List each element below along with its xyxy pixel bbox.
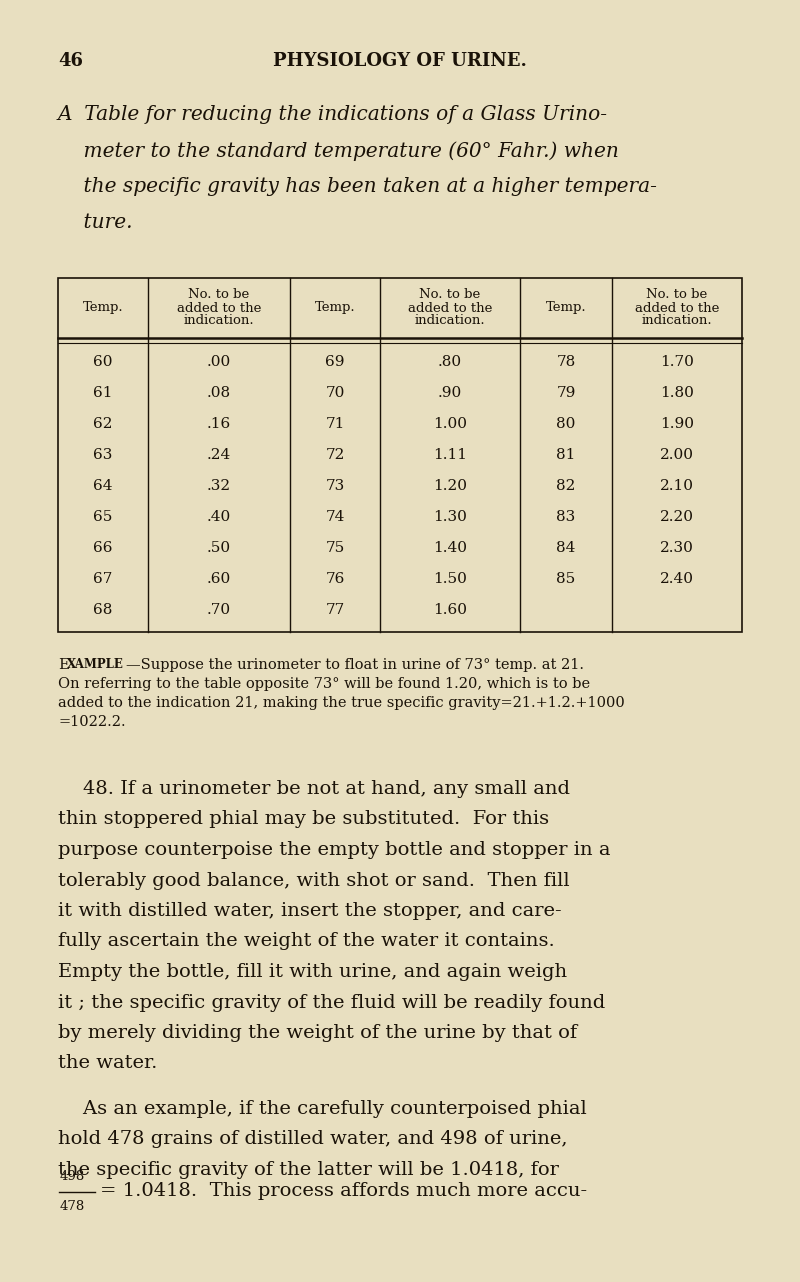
Text: 1.50: 1.50 [433,572,467,586]
Text: .00: .00 [207,355,231,368]
Text: .60: .60 [207,572,231,586]
Text: indication.: indication. [414,314,486,327]
Text: 1.40: 1.40 [433,541,467,555]
Text: .16: .16 [207,417,231,431]
Text: .24: .24 [207,447,231,462]
Text: On referring to the table opposite 73° will be found 1.20, which is to be: On referring to the table opposite 73° w… [58,677,590,691]
Text: 82: 82 [556,479,576,494]
Text: fully ascertain the weight of the water it contains.: fully ascertain the weight of the water … [58,932,554,950]
Text: 498: 498 [60,1169,86,1182]
Text: 71: 71 [326,417,345,431]
Text: Temp.: Temp. [546,301,586,314]
Text: .08: .08 [207,386,231,400]
Text: 70: 70 [326,386,345,400]
Text: .80: .80 [438,355,462,368]
Text: 83: 83 [556,510,576,524]
Text: 72: 72 [326,447,345,462]
Text: 78: 78 [556,355,576,368]
Text: 1.60: 1.60 [433,604,467,618]
Text: XAMPLE: XAMPLE [67,658,124,670]
Text: ture.: ture. [58,213,133,232]
Text: 65: 65 [94,510,113,524]
Text: added to the: added to the [635,301,719,314]
Text: 1.11: 1.11 [433,447,467,462]
Text: 85: 85 [556,572,576,586]
Text: 66: 66 [94,541,113,555]
Text: 69: 69 [326,355,345,368]
Text: 2.20: 2.20 [660,510,694,524]
Text: 2.10: 2.10 [660,479,694,494]
Text: As an example, if the carefully counterpoised phial: As an example, if the carefully counterp… [58,1100,586,1118]
Text: 81: 81 [556,447,576,462]
Text: 48. If a urinometer be not at hand, any small and: 48. If a urinometer be not at hand, any … [58,779,570,797]
Text: 76: 76 [326,572,345,586]
Text: E: E [58,658,69,672]
Text: No. to be: No. to be [188,288,250,301]
Text: thin stoppered phial may be substituted.  For this: thin stoppered phial may be substituted.… [58,810,549,828]
Text: .40: .40 [207,510,231,524]
Text: 74: 74 [326,510,345,524]
Text: .32: .32 [207,479,231,494]
Text: added to the: added to the [177,301,261,314]
Text: it with distilled water, insert the stopper, and care-: it with distilled water, insert the stop… [58,903,562,920]
Text: Empty the bottle, fill it with urine, and again weigh: Empty the bottle, fill it with urine, an… [58,963,567,981]
Text: meter to the standard temperature (60° Fahr.) when: meter to the standard temperature (60° F… [58,141,619,160]
Text: .50: .50 [207,541,231,555]
Text: by merely dividing the weight of the urine by that of: by merely dividing the weight of the uri… [58,1024,577,1042]
Text: 2.30: 2.30 [660,541,694,555]
Text: —Suppose the urinometer to float in urine of 73° temp. at 21.: —Suppose the urinometer to float in urin… [126,658,584,672]
Text: 75: 75 [326,541,345,555]
Text: it ; the specific gravity of the fluid will be readily found: it ; the specific gravity of the fluid w… [58,994,606,1011]
Text: 67: 67 [94,572,113,586]
Bar [58,278,742,632]
Text: No. to be: No. to be [646,288,708,301]
Text: indication.: indication. [184,314,254,327]
Text: 77: 77 [326,604,345,618]
Text: 80: 80 [556,417,576,431]
Text: 46: 46 [58,53,83,71]
Text: 63: 63 [94,447,113,462]
Text: No. to be: No. to be [419,288,481,301]
Text: added to the: added to the [408,301,492,314]
Text: tolerably good balance, with shot or sand.  Then fill: tolerably good balance, with shot or san… [58,872,570,890]
Text: = 1.0418.  This process affords much more accu-: = 1.0418. This process affords much more… [100,1182,587,1200]
Text: 2.40: 2.40 [660,572,694,586]
Text: Temp.: Temp. [82,301,123,314]
Text: PHYSIOLOGY OF URINE.: PHYSIOLOGY OF URINE. [273,53,527,71]
Text: 61: 61 [94,386,113,400]
Text: 73: 73 [326,479,345,494]
Text: 62: 62 [94,417,113,431]
Text: 1.20: 1.20 [433,479,467,494]
Text: indication.: indication. [642,314,712,327]
Text: added to the indication 21, making the true specific gravity=21.+1.2.+1000: added to the indication 21, making the t… [58,696,625,710]
Text: hold 478 grains of distilled water, and 498 of urine,: hold 478 grains of distilled water, and … [58,1131,567,1149]
Text: the water.: the water. [58,1055,158,1073]
Text: A  Table for reducing the indications of a Glass Urino-: A Table for reducing the indications of … [58,105,608,124]
Text: 1.70: 1.70 [660,355,694,368]
Text: .70: .70 [207,604,231,618]
Text: Temp.: Temp. [314,301,355,314]
Text: 1.00: 1.00 [433,417,467,431]
Text: 1.90: 1.90 [660,417,694,431]
Text: 68: 68 [94,604,113,618]
Text: 478: 478 [60,1200,86,1214]
Text: 1.30: 1.30 [433,510,467,524]
Text: purpose counterpoise the empty bottle and stopper in a: purpose counterpoise the empty bottle an… [58,841,610,859]
Text: 2.00: 2.00 [660,447,694,462]
Text: .90: .90 [438,386,462,400]
Text: the specific gravity has been taken at a higher tempera-: the specific gravity has been taken at a… [58,177,657,196]
Text: =1022.2.: =1022.2. [58,715,126,729]
Text: the specific gravity of the latter will be 1.0418, for: the specific gravity of the latter will … [58,1161,559,1179]
Text: 84: 84 [556,541,576,555]
Text: 1.80: 1.80 [660,386,694,400]
Text: 64: 64 [94,479,113,494]
Text: 79: 79 [556,386,576,400]
Text: 60: 60 [94,355,113,368]
